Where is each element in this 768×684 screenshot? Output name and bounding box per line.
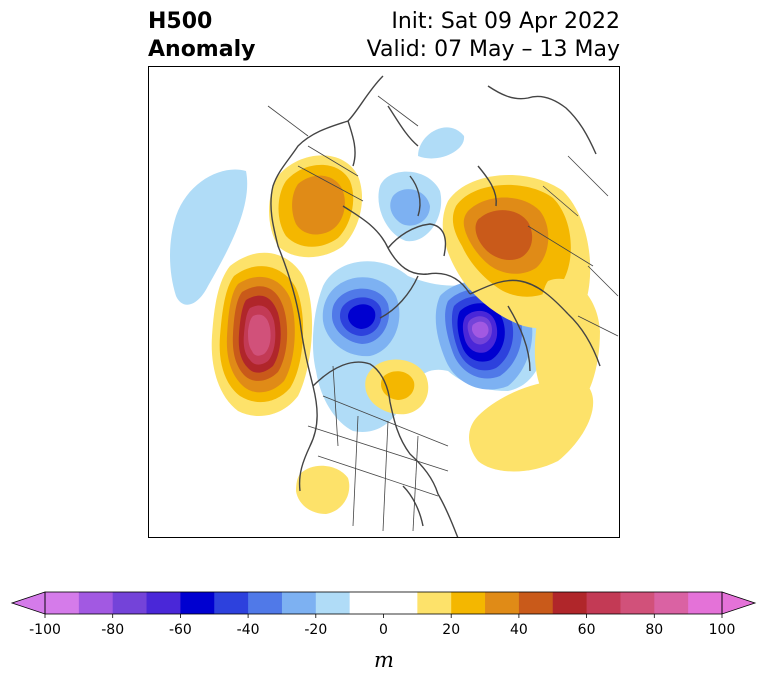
colorbar-tick-label: 40	[510, 622, 528, 638]
anomaly-northeast-pacific-positive	[211, 252, 313, 416]
colorbar-segment	[214, 592, 249, 614]
colorbar-tick-label: 80	[645, 622, 663, 638]
colorbar-segment	[45, 592, 80, 614]
colorbar-segment	[349, 592, 384, 614]
title-anomaly: Anomaly	[148, 37, 256, 62]
colorbar-segment	[78, 592, 114, 614]
anomaly-hudson-bay-positive	[365, 359, 429, 415]
colorbar-segment	[180, 592, 215, 614]
colorbar-tick-label: 100	[709, 622, 736, 638]
colorbar-segments	[45, 592, 723, 614]
title-block-right: Init: Sat 09 Apr 2022 Valid: 07 May – 13…	[367, 8, 620, 64]
colorbar-tick-label: 60	[578, 622, 596, 638]
colorbar-segment	[485, 592, 520, 614]
anomaly-east-siberian-sea-negative	[322, 277, 400, 357]
colorbar-extend-max	[721, 591, 757, 615]
country-borders	[267, 95, 619, 532]
colorbar-segment	[112, 592, 148, 614]
colorbar-segment	[315, 592, 351, 614]
title-variable: H500	[148, 9, 213, 34]
anomaly-northwest-canada-positive	[269, 155, 363, 258]
anomaly-north-atlantic-positive	[469, 380, 594, 472]
colorbar-segment	[281, 592, 317, 614]
colorbar: -100 -80 -60 -40 -20 0 20 40 60 80 100 m	[10, 591, 757, 672]
colorbar-segment	[248, 592, 283, 614]
colorbar-segment	[654, 592, 689, 614]
colorbar-segment	[146, 592, 181, 614]
colorbar-segment	[552, 592, 588, 614]
title-block-left: H500 Anomaly	[148, 8, 255, 64]
valid-range: Valid: 07 May – 13 May	[366, 37, 620, 62]
colorbar-tick-label: -40	[237, 622, 260, 638]
colorbar-segment	[383, 592, 418, 614]
map-frame	[148, 66, 620, 538]
anomaly-north-pacific-negative	[170, 169, 248, 305]
colorbar-tick-label: 20	[442, 622, 460, 638]
colorbar-segment	[586, 592, 621, 614]
anomaly-southwest-us-positive	[296, 465, 350, 514]
anomaly-arctic-canada-negative	[418, 127, 465, 159]
colorbar-tick-label: 0	[379, 622, 388, 638]
colorbar-segment	[451, 592, 486, 614]
colorbar-segment	[518, 592, 554, 614]
colorbar-tick-label: -100	[29, 622, 61, 638]
colorbar-segment	[620, 592, 655, 614]
colorbar-tick-label: -20	[304, 622, 327, 638]
colorbar-tick-label: -80	[101, 622, 124, 638]
colorbar-segment	[688, 592, 723, 614]
colorbar-extend-min	[10, 591, 46, 615]
anomaly-siberia-extension-positive	[534, 278, 600, 406]
coastlines	[270, 75, 601, 538]
anomaly-map	[148, 66, 620, 538]
colorbar-ticks: -100 -80 -60 -40 -20 0 20 40 60 80 100	[29, 614, 735, 638]
colorbar-segment	[417, 592, 452, 614]
init-date: Init: Sat 09 Apr 2022	[391, 9, 620, 34]
colorbar-tick-label: -60	[169, 622, 192, 638]
colorbar-unit: m	[374, 648, 394, 672]
